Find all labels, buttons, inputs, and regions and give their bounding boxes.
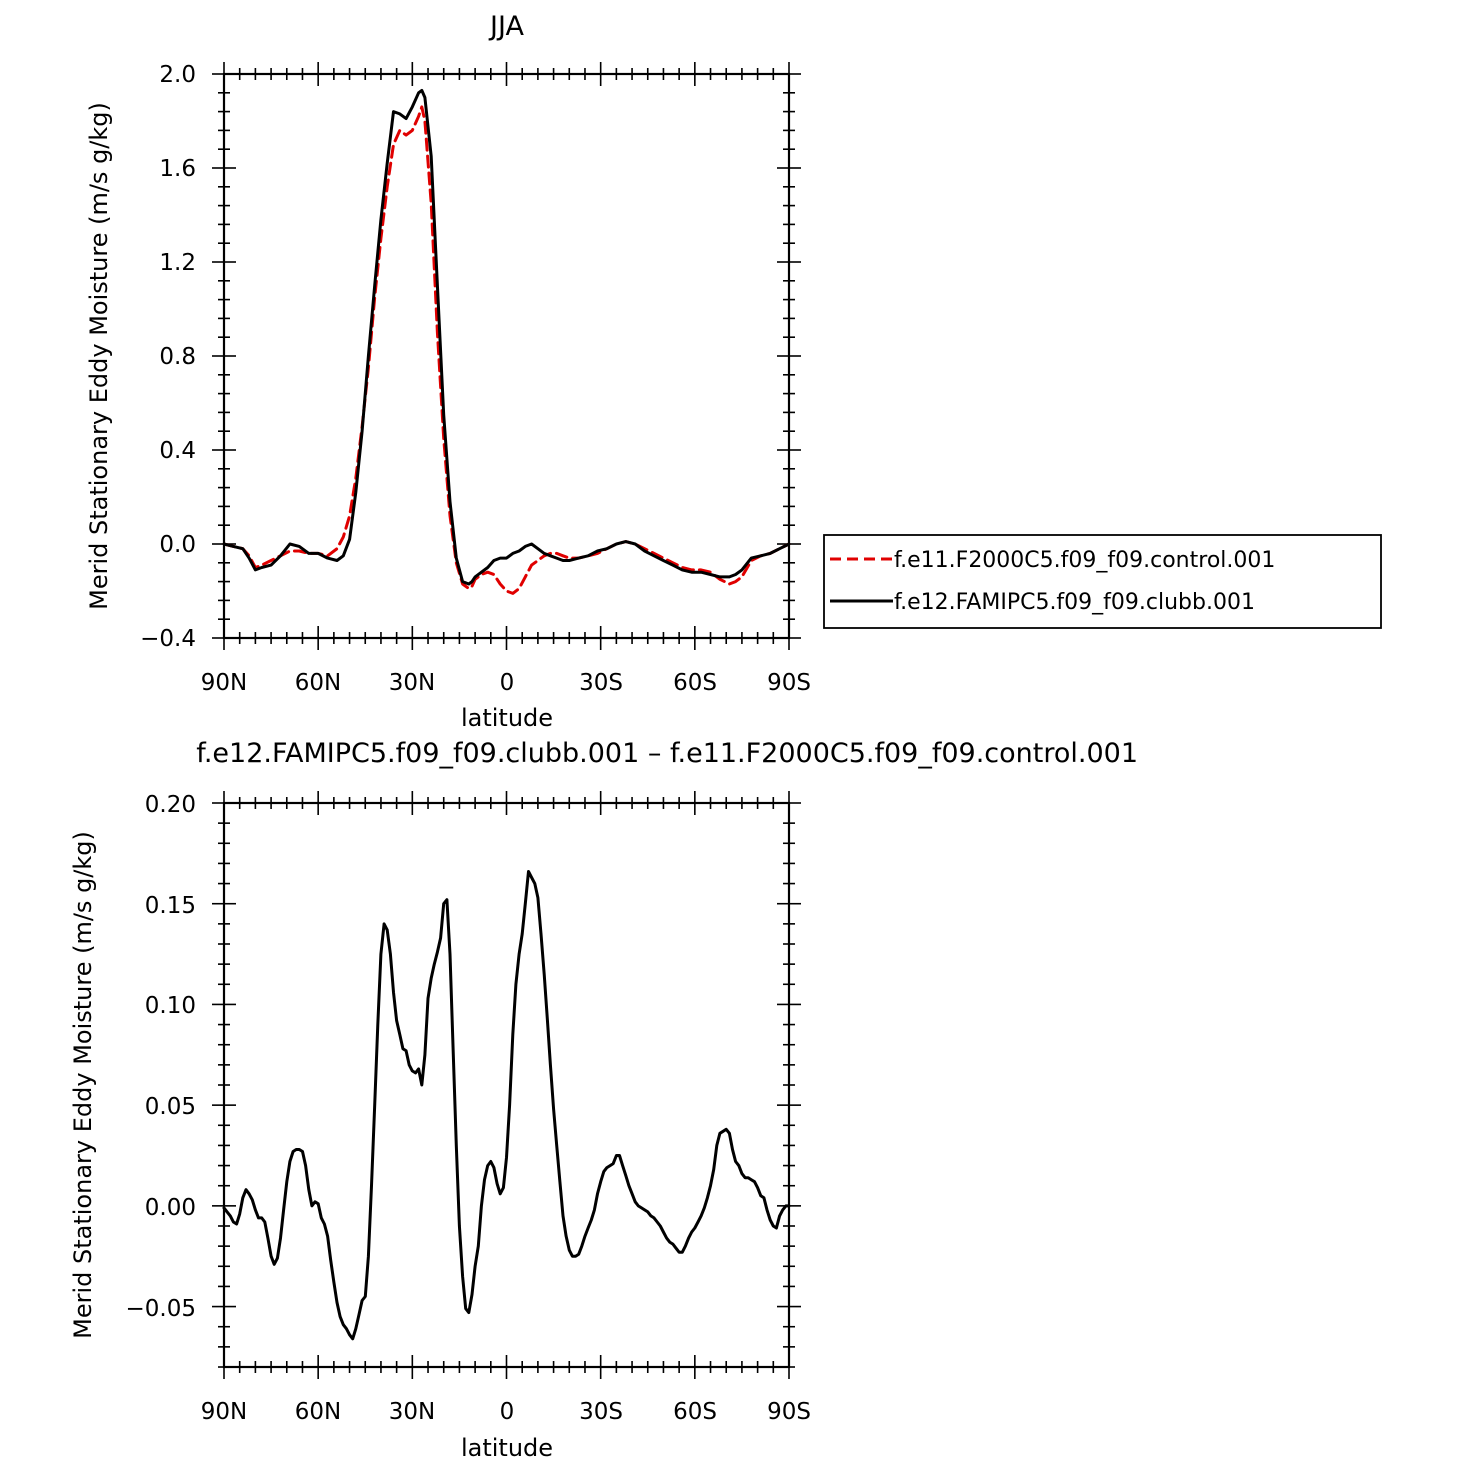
top-x-tick-label: 90N	[201, 670, 247, 696]
top-y-tick-label: 0.0	[159, 532, 196, 558]
top-y-tick-label: 0.4	[159, 438, 196, 464]
bottom-tick-marks	[212, 791, 801, 1379]
legend-box	[823, 534, 1382, 629]
top-x-tick-label: 60S	[673, 670, 717, 696]
bottom-x-tick-label: 90S	[767, 1399, 811, 1425]
top-x-axis-label: latitude	[461, 704, 553, 732]
legend-label-clubb: f.e12.FAMIPC5.f09_f09.clubb.001	[894, 590, 1255, 615]
bottom-y-tick-label: −0.05	[126, 1296, 196, 1322]
bottom-y-tick-labels: 0.20 0.15 0.10 0.05 0.00 −0.05	[126, 792, 196, 1322]
top-series-group	[222, 88, 791, 595]
top-series-line-1	[222, 105, 791, 595]
top-x-tick-label: 60N	[295, 670, 341, 696]
top-y-tick-label: 2.0	[159, 62, 196, 88]
top-panel-title: JJA	[488, 11, 524, 42]
legend: f.e11.F2000C5.f09_f09.control.001 f.e12.…	[823, 534, 1382, 629]
top-panel: JJA Merid Stationary Eddy Moisture (m/s …	[85, 11, 1382, 732]
top-tick-marks	[212, 62, 801, 650]
top-x-tick-label: 0	[500, 670, 515, 696]
bottom-plot-frame	[222, 801, 791, 1369]
bottom-series-line-1	[222, 870, 791, 1341]
bottom-x-tick-label: 30N	[389, 1399, 435, 1425]
bottom-x-tick-labels: 90N 60N 30N 0 30S 60S 90S	[201, 1399, 811, 1425]
bottom-y-tick-label: 0.05	[145, 1094, 196, 1120]
bottom-series-group	[222, 870, 791, 1341]
top-y-tick-labels: 2.0 1.6 1.2 0.8 0.4 0.0 −0.4	[140, 62, 196, 652]
top-y-axis-label: Merid Stationary Eddy Moisture (m/s g/kg…	[85, 102, 113, 610]
bottom-x-tick-label: 30S	[579, 1399, 623, 1425]
bottom-y-tick-label: 0.20	[145, 792, 196, 818]
bottom-y-axis-label: Merid Stationary Eddy Moisture (m/s g/kg…	[69, 831, 97, 1339]
top-y-tick-label: 1.2	[159, 250, 196, 276]
top-x-tick-label: 30N	[389, 670, 435, 696]
top-series-line-2	[222, 88, 791, 586]
bottom-x-tick-label: 0	[500, 1399, 515, 1425]
top-y-tick-label: −0.4	[140, 626, 196, 652]
bottom-panel-title: f.e12.FAMIPC5.f09_f09.clubb.001 – f.e11.…	[196, 738, 1138, 769]
bottom-y-tick-label: 0.10	[145, 993, 196, 1019]
top-y-tick-label: 0.8	[159, 344, 196, 370]
bottom-y-tick-label: 0.15	[145, 893, 196, 919]
top-y-tick-label: 1.6	[159, 156, 196, 182]
top-x-tick-labels: 90N 60N 30N 0 30S 60S 90S	[201, 670, 811, 696]
bottom-panel: f.e12.FAMIPC5.f09_f09.clubb.001 – f.e11.…	[69, 738, 1138, 1462]
bottom-x-tick-label: 60S	[673, 1399, 717, 1425]
bottom-x-axis-label: latitude	[461, 1434, 553, 1462]
bottom-x-tick-label: 60N	[295, 1399, 341, 1425]
top-plot-frame	[222, 72, 791, 640]
top-x-tick-label: 30S	[579, 670, 623, 696]
legend-label-control: f.e11.F2000C5.f09_f09.control.001	[894, 548, 1275, 573]
top-x-tick-label: 90S	[767, 670, 811, 696]
bottom-x-tick-label: 90N	[201, 1399, 247, 1425]
bottom-y-tick-label: 0.00	[145, 1195, 196, 1221]
